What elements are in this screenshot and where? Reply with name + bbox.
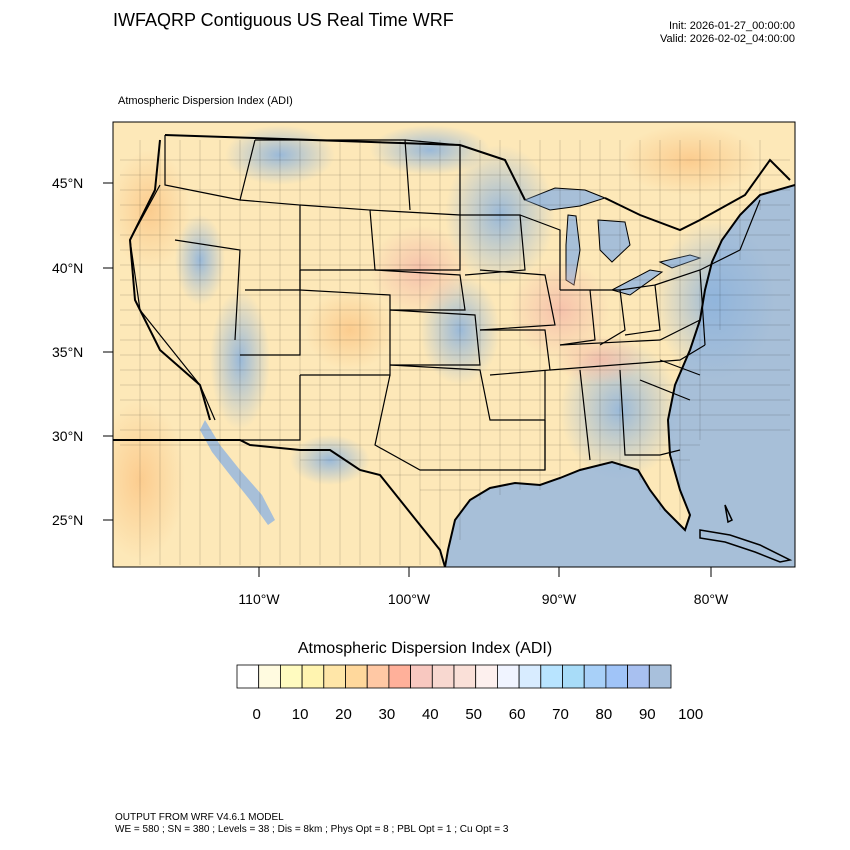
field-label: Atmospheric Dispersion Index (ADI) — [118, 95, 293, 107]
colorbar-box — [627, 664, 650, 689]
colorbar-box — [388, 664, 411, 689]
colorbar-box — [301, 664, 325, 689]
longitude-axis: 110°W 100°W 90°W 80°W — [238, 567, 729, 607]
map-area — [113, 122, 795, 567]
colorbar-box — [410, 664, 433, 689]
colorbar-tick-label: 90 — [639, 706, 656, 723]
colorbar-box — [453, 664, 477, 689]
colorbar-tick-label: 100 — [678, 706, 703, 723]
colorbar-box — [366, 664, 390, 689]
colorbar-box — [648, 664, 672, 689]
footer-config-info: WE = 580 ; SN = 380 ; Levels = 38 ; Dis … — [115, 824, 509, 835]
colorbar-box — [323, 664, 346, 689]
colorbar-tick-label: 0 — [253, 706, 261, 723]
colorbar-box — [475, 664, 498, 689]
lat-label-40: 40°N — [52, 260, 83, 276]
colorbar-box — [258, 664, 281, 689]
valid-time: Valid: 2026-02-02_04:00:00 — [660, 33, 795, 45]
lon-label-110: 110°W — [238, 591, 280, 607]
adi-field-shading — [113, 125, 775, 560]
init-time: Init: 2026-01-27_00:00:00 — [669, 20, 795, 32]
colorbar-box — [236, 664, 260, 689]
latitude-axis: 45°N 40°N 35°N 30°N 25°N — [52, 175, 113, 528]
lon-label-80: 80°W — [694, 591, 729, 607]
lon-label-90: 90°W — [542, 591, 577, 607]
colorbar-tick-label: 20 — [335, 706, 352, 723]
map-frame — [112, 121, 796, 568]
colorbar-box — [496, 664, 520, 689]
colorbar-tick-label: 70 — [552, 706, 569, 723]
colorbar — [236, 664, 672, 689]
national-borders — [113, 134, 795, 567]
colorbar-tick-labels: 0 10 20 30 40 50 60 70 80 90 100 — [253, 706, 704, 723]
lat-label-45: 45°N — [52, 175, 83, 191]
footer-model-info: OUTPUT FROM WRF V4.6.1 MODEL — [115, 812, 284, 823]
colorbar-box — [431, 664, 455, 689]
colorbar-tick-label: 50 — [465, 706, 482, 723]
colorbar-box — [583, 664, 607, 689]
colorbar-box — [605, 664, 629, 689]
lon-label-100: 100°W — [388, 591, 431, 607]
colorbar-box — [518, 664, 542, 689]
colorbar-box — [345, 664, 368, 689]
colorbar-title: Atmospheric Dispersion Index (ADI) — [297, 640, 553, 657]
colorbar-tick-label: 40 — [422, 706, 439, 723]
colorbar-tick-label: 10 — [292, 706, 309, 723]
gulf-of-california — [200, 420, 275, 525]
colorbar-box — [562, 664, 585, 689]
main-title: IWFAQRP Contiguous US Real Time WRF — [113, 10, 454, 30]
colorbar-tick-label: 80 — [596, 706, 613, 723]
colorbar-tick-label: 30 — [379, 706, 396, 723]
lat-label-25: 25°N — [52, 512, 83, 528]
lat-label-35: 35°N — [52, 344, 83, 360]
colorbar-tick-label: 60 — [509, 706, 526, 723]
lat-label-30: 30°N — [52, 428, 83, 444]
colorbar-box — [279, 664, 303, 689]
lake-huron — [597, 219, 631, 263]
colorbar-box — [540, 664, 563, 689]
caribbean-islands — [699, 504, 793, 563]
